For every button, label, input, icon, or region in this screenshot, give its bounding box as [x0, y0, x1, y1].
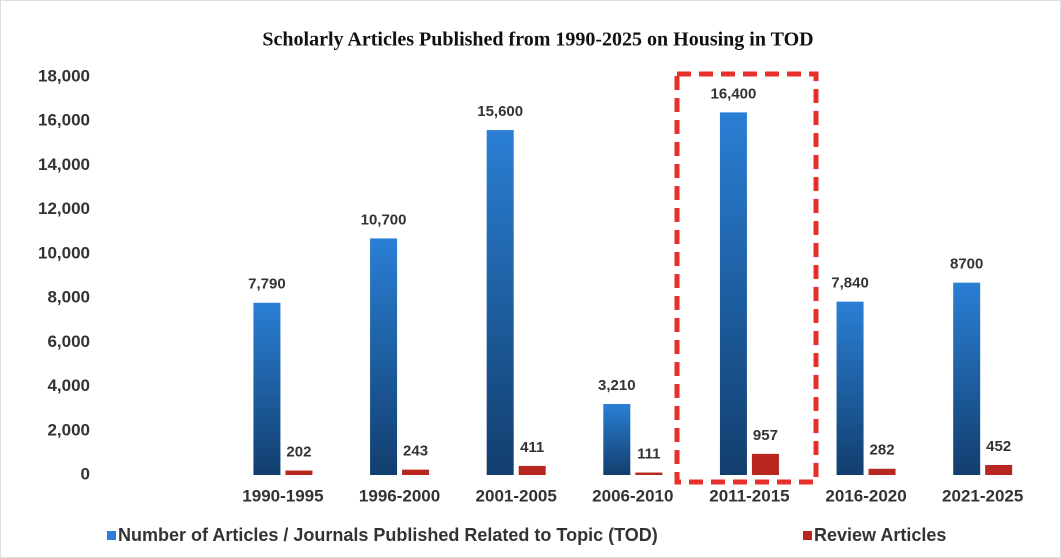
y-tick-label: 2,000 [47, 420, 90, 439]
bar [402, 469, 430, 475]
y-tick-label: 18,000 [38, 66, 90, 85]
bar [603, 404, 631, 475]
value-label: 8700 [950, 256, 983, 273]
chart-title: Scholarly Articles Published from 1990-2… [262, 29, 813, 51]
bar [486, 130, 514, 476]
value-label: 16,400 [710, 85, 756, 102]
value-label: 202 [286, 444, 311, 461]
y-tick-label: 8,000 [47, 288, 90, 307]
bar [953, 282, 981, 475]
bar [868, 468, 896, 475]
x-tick-label: 2006-2010 [592, 486, 673, 505]
bar [719, 112, 747, 475]
bar [518, 465, 546, 475]
bar [370, 238, 398, 475]
x-tick-label: 1990-1995 [242, 486, 323, 505]
value-label: 10,700 [361, 211, 407, 228]
value-label: 15,600 [477, 103, 523, 120]
bar [253, 302, 281, 475]
bar [635, 472, 663, 475]
x-tick-label: 2001-2005 [476, 486, 557, 505]
y-tick-label: 12,000 [38, 199, 90, 218]
legend-swatch [107, 531, 116, 540]
bar [751, 453, 779, 475]
legend-swatch [803, 531, 812, 540]
value-label: 411 [520, 439, 544, 456]
value-label: 3,210 [598, 377, 636, 394]
y-tick-label: 6,000 [47, 332, 90, 351]
value-label: 111 [637, 446, 660, 463]
value-label: 452 [986, 438, 1011, 455]
legend-label: Review Articles [814, 525, 946, 545]
y-tick-label: 16,000 [38, 111, 90, 130]
bar [285, 470, 313, 475]
y-tick-label: 10,000 [38, 243, 90, 262]
y-tick-label: 14,000 [38, 155, 90, 174]
x-tick-label: 1996-2000 [359, 486, 440, 505]
value-label: 957 [753, 427, 778, 444]
y-tick-label: 4,000 [47, 376, 90, 395]
x-tick-label: 2021-2025 [942, 486, 1023, 505]
legend-label: Number of Articles / Journals Published … [118, 525, 658, 545]
highlight-box [674, 71, 819, 485]
x-tick-label: 2016-2020 [825, 486, 906, 505]
bar [985, 465, 1013, 475]
y-tick-label: 0 [81, 464, 90, 483]
value-label: 282 [870, 442, 895, 459]
value-label: 243 [403, 443, 428, 460]
bar [836, 301, 864, 475]
value-label: 7,790 [248, 276, 286, 293]
value-label: 7,840 [831, 275, 869, 292]
x-tick-label: 2011-2015 [709, 486, 789, 505]
